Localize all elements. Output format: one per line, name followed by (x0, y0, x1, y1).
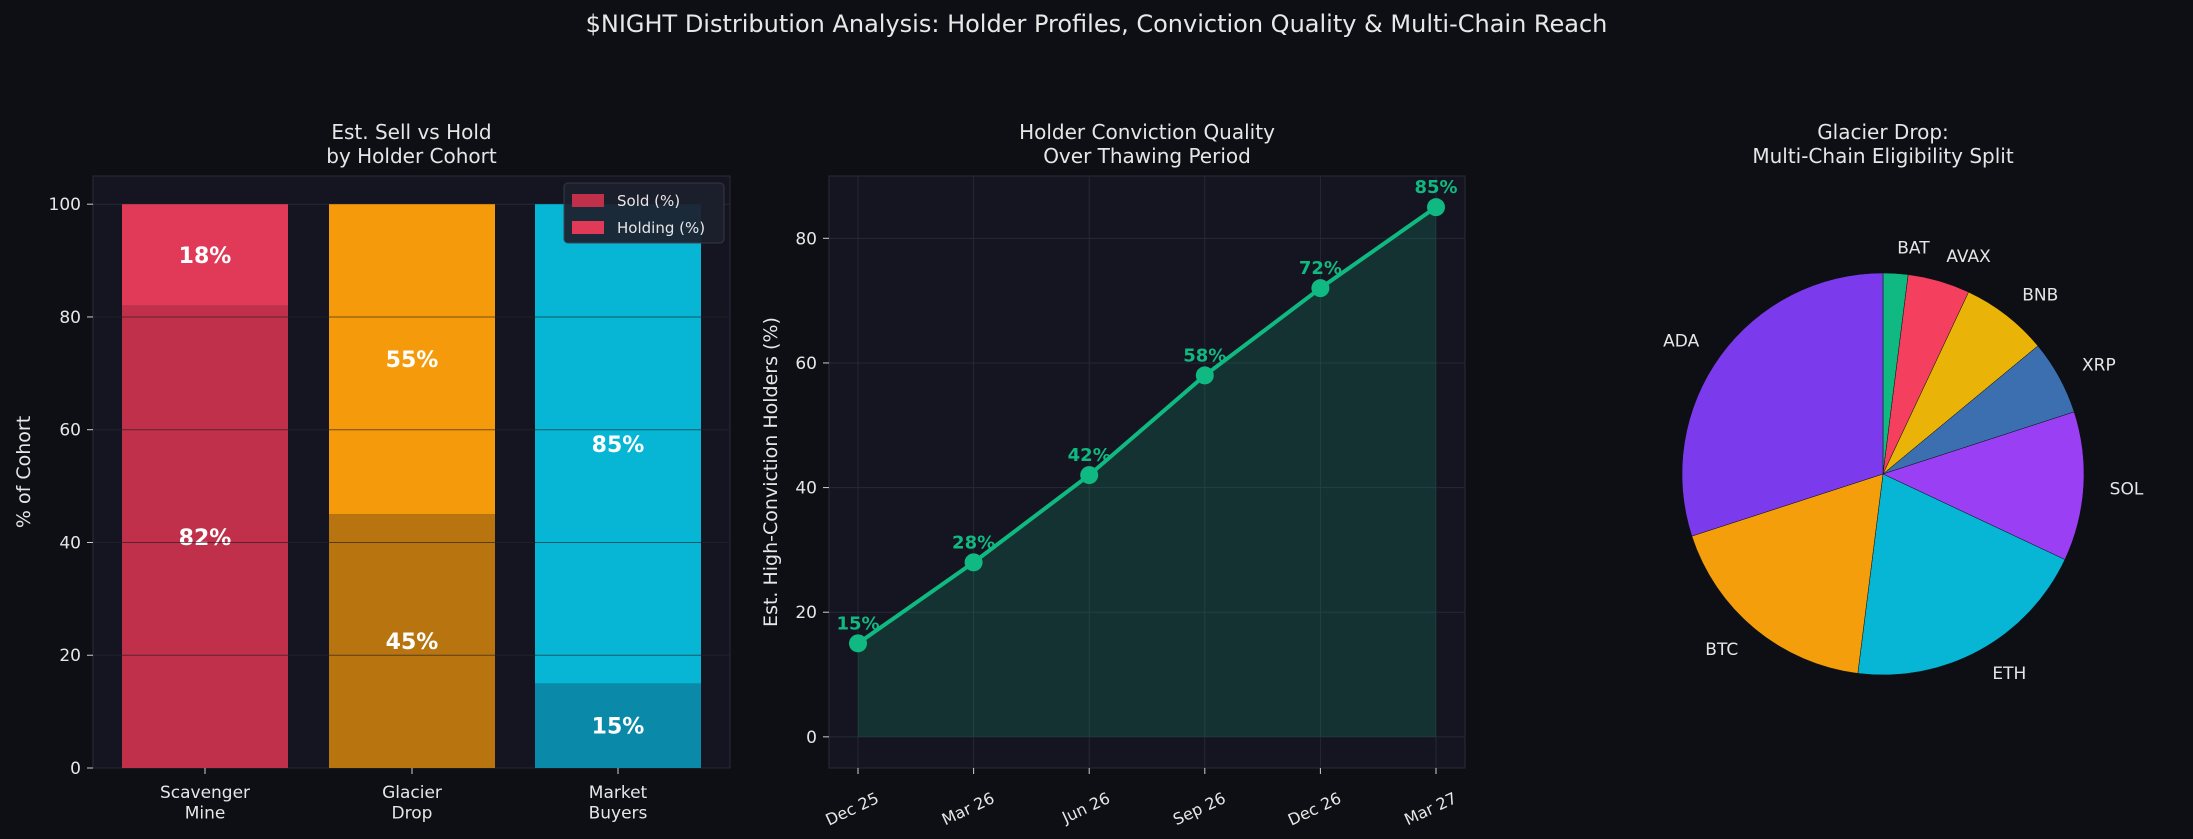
bar-sold (122, 305, 288, 768)
sell-hold-bar-chart: 0 20 40 60 80 100 Est. Sell vs Hold by Holder C… (13, 120, 731, 823)
figure-title: $NIGHT Distribution Analysis: Holder Pro… (585, 10, 1608, 38)
data-point (1427, 198, 1445, 217)
data-point (1311, 279, 1330, 298)
bar-holding-label: 18% (179, 244, 232, 269)
pie-slice (1882, 411, 2085, 560)
pie-slice (1857, 473, 2066, 676)
series-line (856, 205, 1438, 646)
y-axis-label: % of Cohort (13, 416, 35, 528)
chart-title: Est. Sell vs Hold by Holder Cohort (326, 120, 497, 168)
data-label: 42% (1068, 445, 1111, 466)
conviction-area-chart: 0 20 40 60 80 Dec 25 Mar 26 Jun 26 Sep 26 Dec 26 M… (760, 120, 1466, 829)
chart-title: Holder Conviction Quality Over Thawing Pe… (1019, 120, 1275, 168)
x-tick-label: Market Buyers (589, 783, 648, 823)
x-tick-label: Mar 27 (1401, 788, 1459, 829)
y-tick-label: 0 (70, 759, 81, 779)
legend-label-holding: Holding (%) (617, 219, 705, 237)
bar-sold (535, 683, 701, 768)
pie-label: BAT (1897, 238, 1930, 258)
y-tick-label: 60 (795, 354, 817, 374)
legend-swatch-holding (572, 221, 604, 234)
data-label: 85% (1414, 177, 1457, 198)
pie-label: AVAX (1946, 247, 1991, 267)
y-tick-label: 80 (795, 229, 817, 249)
bar-sold-label: 45% (386, 630, 439, 655)
data-label: 28% (952, 532, 995, 553)
chart-title: Glacier Drop: Multi-Chain Eligibility Spl… (1752, 120, 2013, 168)
data-label: 15% (836, 613, 879, 634)
x-tick-label: Dec 26 (1285, 788, 1344, 829)
y-tick-label: 80 (59, 308, 81, 328)
legend-label-sold: Sold (%) (617, 192, 680, 210)
legend: Sold (%) Holding (%) (563, 182, 725, 244)
pie-label: ADA (1663, 331, 1699, 351)
bar-holding-label: 55% (386, 348, 439, 373)
bar-sold-label: 82% (179, 526, 232, 551)
pie-label: SOL (2110, 479, 2144, 499)
pie-label: ETH (1992, 664, 2026, 684)
bar-holding (535, 204, 701, 684)
data-point (1080, 466, 1099, 485)
x-tick-label: Sep 26 (1170, 788, 1228, 829)
data-point (964, 553, 983, 572)
y-tick-label: 20 (795, 603, 817, 623)
data-label: 72% (1299, 258, 1342, 279)
multichain-pie-chart: Glacier Drop: Multi-Chain Eligibility Spl… (1663, 120, 2144, 684)
y-tick-label: 100 (49, 195, 81, 215)
data-point (849, 634, 867, 653)
y-tick-label: 40 (795, 479, 817, 499)
pie-label: BNB (2022, 286, 2058, 306)
data-point (1195, 366, 1214, 385)
y-tick-label: 0 (806, 728, 817, 748)
legend-swatch-sold (572, 194, 604, 207)
pie-slice (1681, 272, 1884, 537)
y-axis-label: Est. High-Conviction Holders (%) (760, 317, 782, 627)
pie-label: XRP (2082, 356, 2116, 376)
bar-holding (329, 204, 495, 515)
pie-label: BTC (1705, 640, 1738, 660)
bar-holding (122, 204, 288, 306)
bar-holding-label: 85% (592, 433, 645, 458)
x-tick-label: Jun 26 (1058, 788, 1113, 827)
x-tick-label: Glacier Drop (382, 783, 442, 823)
bar-sold-label: 15% (592, 715, 645, 740)
plot-area (828, 175, 1466, 769)
bar-sold (329, 514, 495, 768)
y-tick-label: 40 (59, 533, 81, 553)
x-tick-label: Scavenger Mine (160, 783, 250, 823)
area-fill (858, 207, 1436, 737)
x-tick-label: Mar 26 (939, 788, 997, 829)
pie-slice (1691, 473, 1884, 674)
y-tick-label: 20 (59, 646, 81, 666)
x-tick-label: Dec 25 (823, 788, 882, 829)
y-tick-label: 60 (59, 421, 81, 441)
data-label: 58% (1183, 345, 1226, 366)
